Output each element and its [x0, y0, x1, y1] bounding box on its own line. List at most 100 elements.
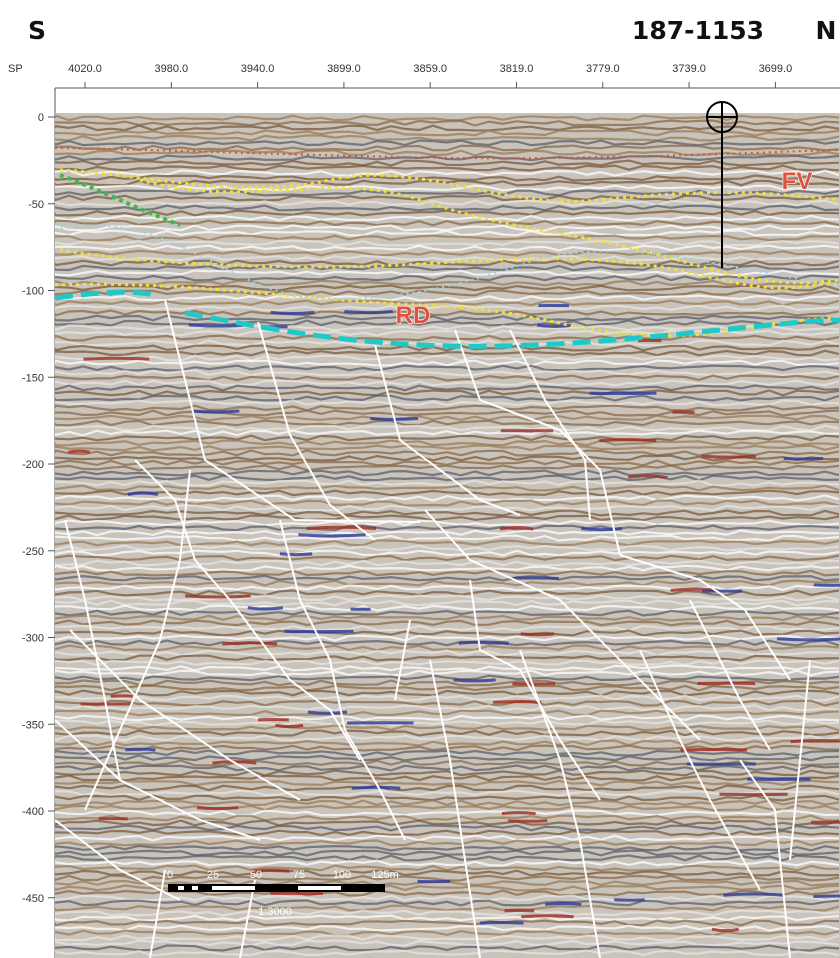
seismic-trace	[55, 899, 840, 907]
seismic-trace	[55, 319, 840, 327]
seismic-event	[279, 552, 313, 557]
scale-label: 50	[250, 869, 262, 881]
seismic-event	[499, 526, 534, 531]
seismic-trace	[55, 189, 840, 197]
sp-tick-label: 3819.0	[500, 63, 534, 75]
seismic-trace	[55, 424, 840, 432]
seismic-trace	[55, 829, 840, 837]
depth-tick-label: -300	[22, 633, 44, 645]
fault	[239, 879, 256, 958]
seismic-trace	[55, 149, 840, 157]
scale-bar-body	[168, 884, 385, 892]
seismic-event	[508, 819, 548, 823]
seismic-event	[536, 323, 574, 329]
seismic-event	[185, 594, 251, 599]
seismic-trace	[55, 464, 840, 472]
seismic-event	[813, 583, 840, 587]
seismic-trace	[55, 854, 840, 862]
sp-axis-label: SP	[8, 63, 23, 75]
seismic-trace	[55, 409, 840, 417]
horizons	[55, 147, 840, 349]
horizon-line	[139, 178, 840, 285]
seismic-trace	[55, 664, 840, 672]
seismic-trace	[55, 349, 840, 357]
seismic-event	[493, 700, 542, 704]
seismic-trace	[55, 569, 840, 577]
seismic-trace	[55, 694, 840, 702]
seismic-trace	[55, 244, 840, 252]
seismic-event	[599, 438, 657, 443]
seismic-trace	[55, 269, 840, 277]
seismic-trace	[55, 849, 840, 857]
seismic-event	[790, 739, 840, 744]
seismic-trace	[55, 774, 840, 782]
seismic-trace	[55, 809, 840, 817]
seismic-event	[479, 921, 524, 925]
fault	[619, 554, 791, 681]
fault	[519, 649, 601, 958]
seismic-trace	[55, 389, 840, 397]
scale-bar-segment	[178, 886, 184, 890]
depth-tick-label: -100	[22, 286, 44, 298]
depth-tick-label: -450	[22, 893, 44, 905]
seismic-trace	[55, 314, 840, 322]
seismic-trace	[55, 134, 840, 142]
seismic-trace	[55, 554, 840, 562]
seismic-trace	[55, 649, 840, 657]
seismic-trace	[55, 949, 840, 957]
seismic-trace	[55, 904, 840, 912]
seismic-trace	[55, 669, 840, 677]
fault	[257, 321, 376, 541]
scale-label: 25	[207, 869, 219, 881]
depth-tick-label: -50	[28, 199, 44, 211]
fault	[164, 299, 421, 523]
seismic-trace	[55, 819, 840, 827]
sp-tick-label: 3859.0	[413, 63, 447, 75]
scale-bar-segment	[298, 886, 341, 890]
horizon-label: RD	[396, 302, 431, 329]
seismic-trace	[55, 224, 840, 232]
seismic-event	[247, 606, 284, 611]
seismic-event	[501, 810, 536, 816]
seismic-trace	[55, 779, 840, 787]
seismic-trace	[55, 869, 840, 877]
scale-label: 75	[293, 869, 305, 881]
depth-tick-label: -250	[22, 546, 44, 558]
seismic-trace	[55, 249, 840, 257]
sp-tick-label: 3739.0	[672, 63, 706, 75]
seismic-event	[453, 678, 496, 683]
seismic-trace	[55, 834, 840, 842]
seismic-trace	[55, 489, 840, 497]
seismic-trace	[55, 124, 840, 132]
seismic-trace	[55, 324, 840, 332]
faults	[55, 299, 811, 958]
seismic-trace	[55, 444, 840, 452]
seismic-trace	[55, 264, 840, 272]
sp-tick-label: 3899.0	[327, 63, 361, 75]
seismic-trace	[55, 309, 840, 317]
seismic-trace	[55, 204, 840, 212]
fault	[429, 659, 481, 958]
seismic-trace	[55, 504, 840, 512]
direction-left: S	[28, 16, 46, 45]
seismic-trace	[55, 674, 840, 682]
seismic-event	[222, 641, 278, 646]
seismic-trace	[55, 534, 840, 542]
seismic-event	[68, 449, 91, 454]
seismic-trace	[55, 594, 840, 602]
seismic-trace	[55, 644, 840, 652]
scale-bar-segment	[212, 886, 255, 890]
seismic-trace	[55, 274, 840, 282]
seismic-trace	[55, 749, 840, 757]
seismic-trace	[55, 279, 840, 287]
seismic-event	[110, 694, 133, 698]
seismic-event	[544, 901, 582, 906]
seismic-trace	[55, 459, 840, 467]
scale-label: 0	[167, 869, 173, 881]
seismic-trace	[55, 734, 840, 742]
seismic-trace	[55, 374, 840, 382]
horizon-label: FV	[782, 168, 813, 195]
depth-tick-label: -150	[22, 372, 44, 384]
seismic-texture	[55, 114, 840, 957]
fault	[374, 344, 521, 516]
